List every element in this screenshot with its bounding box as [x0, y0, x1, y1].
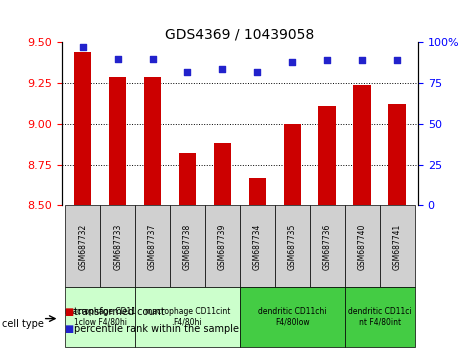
Bar [380, 205, 415, 287]
Bar [345, 205, 380, 287]
Text: dendritic CD11ci
nt F4/80int: dendritic CD11ci nt F4/80int [348, 308, 411, 327]
Bar [74, 52, 91, 205]
Point [149, 56, 156, 62]
Point [79, 45, 86, 50]
Bar [144, 77, 162, 205]
Bar [240, 205, 275, 287]
Text: GSM687738: GSM687738 [183, 223, 192, 269]
Point [218, 66, 226, 72]
Text: macrophage CD11
1clow F4/80hi: macrophage CD11 1clow F4/80hi [65, 308, 136, 327]
Text: GSM687737: GSM687737 [148, 223, 157, 270]
Text: percentile rank within the sample: percentile rank within the sample [74, 324, 238, 334]
Text: GSM687741: GSM687741 [392, 223, 401, 269]
Bar [248, 178, 266, 205]
Text: GSM687735: GSM687735 [288, 223, 297, 270]
Text: GSM687732: GSM687732 [78, 223, 87, 269]
Bar [179, 153, 196, 205]
Text: ■: ■ [64, 307, 73, 316]
Bar [205, 205, 240, 287]
Point [114, 56, 122, 62]
Text: GSM687733: GSM687733 [113, 223, 122, 270]
Bar [214, 143, 231, 205]
Text: GSM687736: GSM687736 [323, 223, 332, 270]
Text: GSM687739: GSM687739 [218, 223, 227, 270]
Title: GDS4369 / 10439058: GDS4369 / 10439058 [165, 27, 314, 41]
Bar [100, 205, 135, 287]
Bar [310, 205, 345, 287]
Point [323, 58, 331, 63]
Bar [135, 205, 170, 287]
Bar [170, 205, 205, 287]
Point [184, 69, 191, 75]
Bar [135, 287, 240, 347]
Text: cell type: cell type [2, 319, 44, 329]
Point [254, 69, 261, 75]
Text: GSM687734: GSM687734 [253, 223, 262, 270]
Text: macrophage CD11cint
F4/80hi: macrophage CD11cint F4/80hi [145, 308, 230, 327]
Text: transformed count: transformed count [74, 307, 164, 316]
Bar [318, 106, 336, 205]
Bar [65, 287, 135, 347]
Bar [353, 85, 371, 205]
Bar [240, 287, 345, 347]
Bar [65, 205, 100, 287]
Bar [345, 287, 415, 347]
Text: GSM687740: GSM687740 [358, 223, 367, 270]
Text: dendritic CD11chi
F4/80low: dendritic CD11chi F4/80low [258, 308, 326, 327]
Text: ■: ■ [64, 324, 73, 334]
Point [393, 58, 401, 63]
Bar [275, 205, 310, 287]
Bar [389, 104, 406, 205]
Bar [284, 124, 301, 205]
Point [358, 58, 366, 63]
Bar [109, 77, 126, 205]
Point [288, 59, 296, 65]
